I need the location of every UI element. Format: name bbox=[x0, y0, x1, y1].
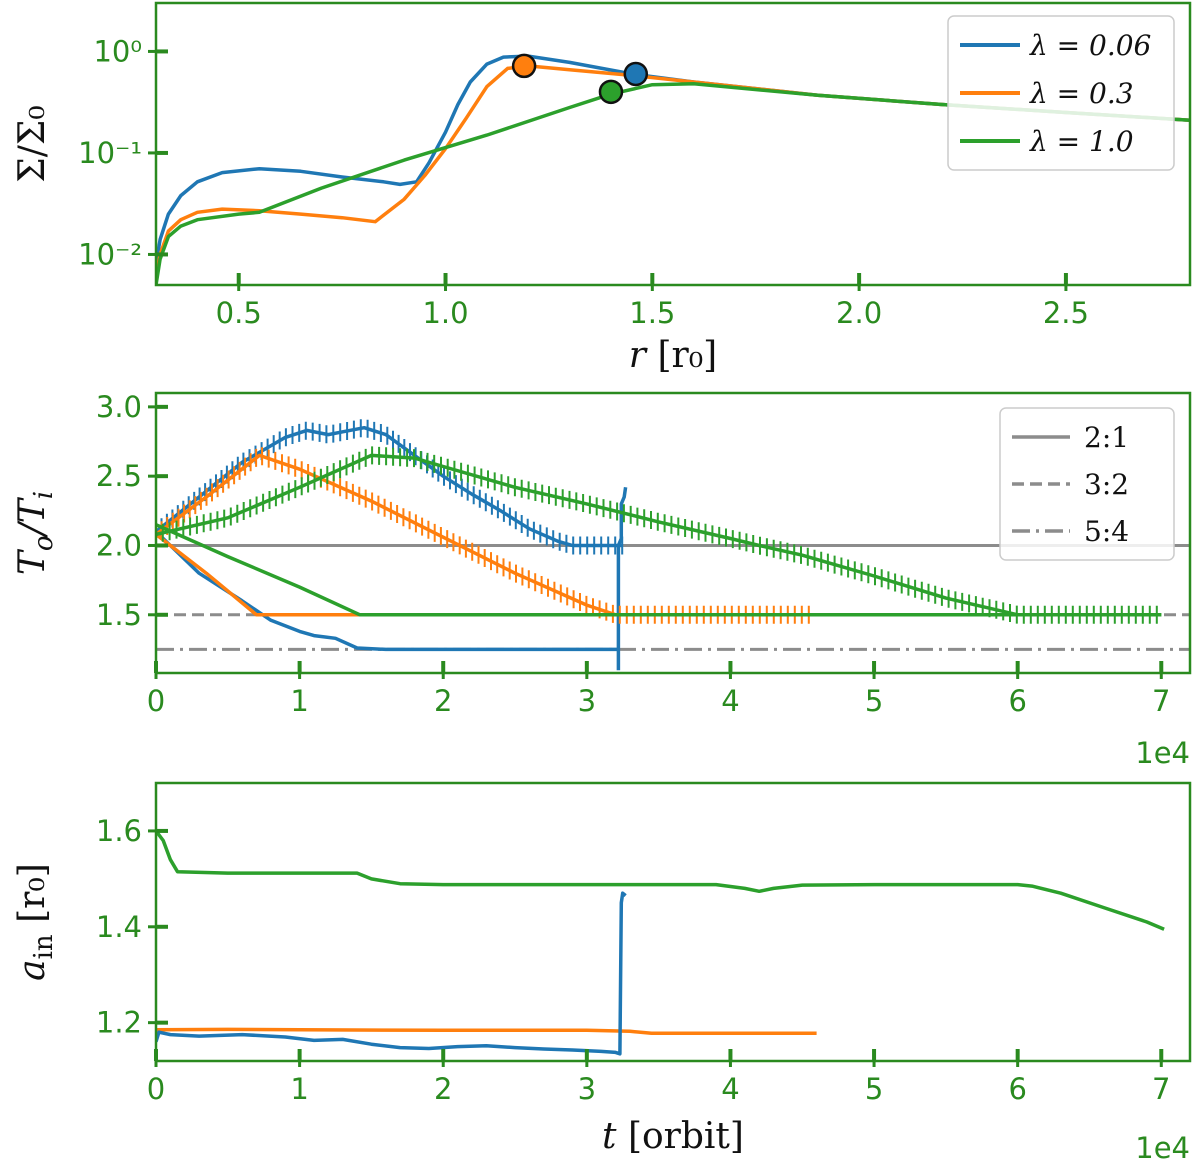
legend-label-lambda-03: λ = 0.3 bbox=[1029, 77, 1134, 110]
x-tick-label: 5 bbox=[865, 1072, 883, 1106]
panel-2-ticks: 0 1 2 3 4 5 6 7 1.5 2.0 2.5 3.0 bbox=[96, 390, 1171, 718]
x-tick-label: 1.5 bbox=[629, 296, 675, 330]
x-tick-label: 4 bbox=[721, 1072, 739, 1106]
x-tick-label: 0 bbox=[147, 684, 165, 718]
y-tick-label: 2.0 bbox=[96, 528, 142, 562]
y-tick-label: 2.5 bbox=[96, 459, 142, 493]
planet-marker-green bbox=[598, 79, 624, 105]
panel-surface-density: 0.5 1.0 1.5 2.0 2.5 10⁻² 10⁻¹ 10⁰ λ = 0.06 λ = … bbox=[12, 1, 1192, 376]
panel-2-x-offset-label: 1e4 bbox=[1135, 736, 1190, 770]
panel-1-frame bbox=[154, 1, 1192, 287]
planet-marker-orange bbox=[511, 53, 537, 79]
panel-3-x-offset-label: 1e4 bbox=[1135, 1131, 1190, 1165]
y-tick-label: 1.2 bbox=[96, 1006, 142, 1040]
series-line-blue-outer bbox=[156, 425, 623, 548]
panel-2-frame bbox=[154, 391, 1192, 675]
x-tick-label: 4 bbox=[721, 684, 739, 718]
planet-marker-blue bbox=[623, 61, 649, 87]
y-tick-label: 1.6 bbox=[96, 814, 142, 848]
panel-3-ticks: 0 1 2 3 4 5 6 7 1.2 1.4 1.6 bbox=[96, 814, 1171, 1106]
y-tick-label: 10⁰ bbox=[93, 34, 142, 68]
x-tick-label: 2.0 bbox=[836, 296, 882, 330]
panel-1-legend: λ = 0.06 λ = 0.3 λ = 1.0 bbox=[947, 15, 1175, 171]
panel-2-y-axis-label: To/Ti bbox=[12, 491, 59, 575]
x-tick-label: 0 bbox=[147, 1072, 165, 1106]
series-line-green-inner bbox=[156, 523, 1162, 617]
panel-2-legend: 2:1 3:2 5:4 bbox=[999, 407, 1175, 561]
panel-inner-semimajor: 0 1 2 3 4 5 6 7 1.2 1.4 1.6 t [orbit] 1e4 ain [r₀] bbox=[12, 781, 1192, 1165]
x-tick-label: 7 bbox=[1152, 684, 1170, 718]
panel-1-planet-markers bbox=[511, 53, 649, 105]
series-line-blue-jump bbox=[616, 487, 628, 671]
panel-1-x-axis-label: r [r₀] bbox=[629, 335, 717, 376]
y-tick-label: 1.4 bbox=[96, 910, 142, 944]
x-tick-label: 3 bbox=[578, 684, 596, 718]
panel-period-ratio: 0 1 2 3 4 5 6 7 1.5 2.0 2.5 3.0 2:1 3:2 5:4 1e4 To/… bbox=[12, 390, 1192, 770]
x-tick-label: 5 bbox=[865, 684, 883, 718]
legend-box bbox=[947, 15, 1175, 171]
panel-1-ticks: 0.5 1.0 1.5 2.0 2.5 10⁻² 10⁻¹ 10⁰ bbox=[78, 34, 1089, 330]
x-tick-label: 0.5 bbox=[216, 296, 262, 330]
x-tick-label: 6 bbox=[1008, 1072, 1026, 1106]
legend-box bbox=[999, 407, 1175, 561]
legend-label-lambda-10: λ = 1.0 bbox=[1029, 125, 1134, 158]
x-tick-label: 2.5 bbox=[1043, 296, 1089, 330]
y-tick-label: 10⁻² bbox=[78, 237, 142, 271]
legend-label-3-2: 3:2 bbox=[1084, 468, 1129, 501]
panel-3-y-axis-label: ain [r₀] bbox=[12, 863, 59, 981]
legend-label-2-1: 2:1 bbox=[1084, 421, 1129, 454]
series-line-orange bbox=[156, 1027, 817, 1035]
panel-2-series bbox=[156, 419, 1190, 671]
panel-3-x-axis-label: t [orbit] bbox=[602, 1116, 744, 1157]
y-tick-label: 1.5 bbox=[96, 598, 142, 632]
panel-3-frame bbox=[154, 781, 1192, 1063]
x-tick-label: 2 bbox=[434, 684, 452, 718]
x-tick-label: 1.0 bbox=[422, 296, 468, 330]
x-tick-label: 3 bbox=[578, 1072, 596, 1106]
panel-1-y-axis-label: Σ/Σ₀ bbox=[12, 105, 53, 182]
panel-3-series bbox=[156, 829, 1165, 1056]
x-tick-label: 7 bbox=[1152, 1072, 1170, 1106]
panel-1-series bbox=[156, 54, 1190, 285]
series-line-green bbox=[156, 829, 1165, 931]
series-oscillation-blue-outer bbox=[156, 419, 624, 555]
x-tick-label: 1 bbox=[290, 1072, 308, 1106]
series-line-green bbox=[156, 82, 1190, 285]
series-line-blue bbox=[156, 891, 627, 1056]
legend-label-lambda-006: λ = 0.06 bbox=[1029, 29, 1151, 62]
legend-label-5-4: 5:4 bbox=[1084, 515, 1129, 548]
x-tick-label: 6 bbox=[1008, 684, 1026, 718]
x-tick-label: 2 bbox=[434, 1072, 452, 1106]
x-tick-label: 1 bbox=[290, 684, 308, 718]
y-tick-label: 3.0 bbox=[96, 390, 142, 424]
y-tick-label: 10⁻¹ bbox=[78, 136, 142, 170]
